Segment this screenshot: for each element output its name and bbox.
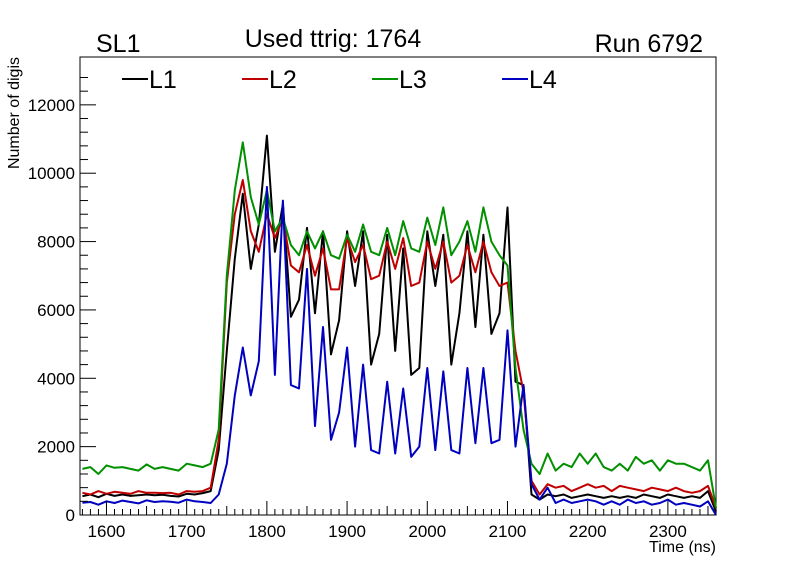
legend: L1 L2 L3 L4	[122, 66, 557, 94]
series-line-l4	[82, 185, 717, 516]
legend-label-l1: L1	[149, 66, 177, 94]
series-line-l2	[82, 179, 717, 509]
x-tick-label: 1800	[248, 522, 286, 541]
y-axis-title: Number of digis	[6, 57, 23, 169]
series-layer	[82, 134, 717, 516]
legend-label-l3: L3	[399, 66, 427, 94]
chart-header-left: SL1	[96, 30, 140, 58]
x-tick-label: 2000	[408, 522, 446, 541]
y-tick-label: 6000	[37, 301, 75, 320]
plot-frame	[79, 56, 717, 516]
x-tick-label: 2100	[489, 522, 527, 541]
y-axis: 0 2000 4000 6000 8000 10000 12000	[28, 77, 96, 525]
series-line-l1	[82, 134, 717, 512]
y-tick-label: 2000	[37, 438, 75, 457]
chart-header-right: Run 6792	[595, 30, 703, 58]
legend-label-l4: L4	[529, 66, 557, 94]
y-tick-label: 10000	[28, 164, 75, 183]
legend-label-l2: L2	[269, 66, 297, 94]
x-axis-title: Time (ns)	[649, 539, 716, 556]
chart-title: Used ttrig: 1764	[245, 25, 422, 53]
series-line-l3	[82, 141, 717, 509]
y-tick-label: 4000	[37, 369, 75, 388]
y-tick-label: 12000	[28, 96, 75, 115]
y-tick-label: 0	[66, 506, 75, 525]
x-axis: 1600 1700 1800 1900 2000 2100 2200 2300	[81, 501, 717, 541]
y-tick-label: 8000	[37, 233, 75, 252]
x-tick-label: 1900	[328, 522, 366, 541]
x-tick-label: 1700	[168, 522, 206, 541]
x-tick-label: 1600	[88, 522, 126, 541]
x-tick-label: 2200	[569, 522, 607, 541]
x-tick-label: 2300	[649, 522, 687, 541]
